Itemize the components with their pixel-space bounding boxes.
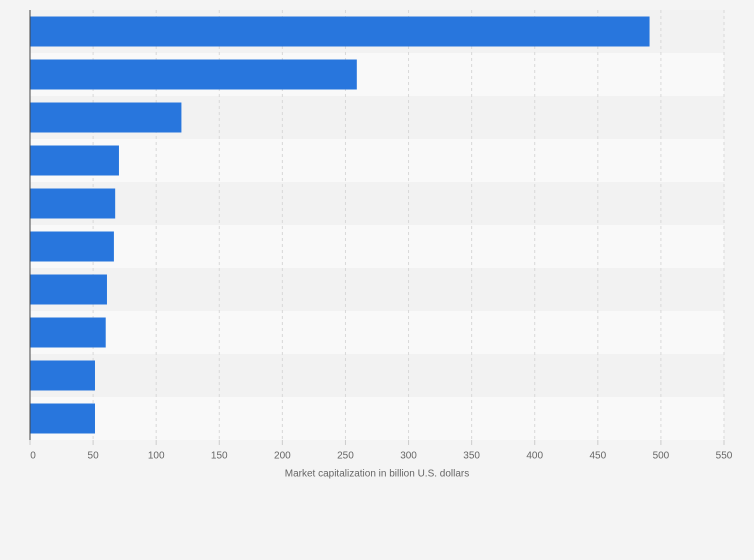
bar bbox=[30, 102, 182, 133]
bar bbox=[30, 274, 107, 305]
x-tick-label: 150 bbox=[211, 451, 228, 462]
plot-band bbox=[30, 139, 724, 182]
bar bbox=[30, 317, 106, 348]
bar bbox=[30, 59, 357, 90]
bar bbox=[30, 16, 650, 47]
bar bbox=[30, 145, 119, 176]
bar bbox=[30, 231, 114, 262]
bar bbox=[30, 188, 116, 219]
x-tick-label: 450 bbox=[589, 451, 606, 462]
plot-band bbox=[30, 182, 724, 225]
plot-band bbox=[30, 311, 724, 354]
x-tick-label: 200 bbox=[274, 451, 291, 462]
x-tick-label: 500 bbox=[653, 451, 670, 462]
x-tick-label: 350 bbox=[463, 451, 480, 462]
x-tick-label: 550 bbox=[716, 451, 733, 462]
x-tick-label: 0 bbox=[30, 451, 36, 462]
plot-band bbox=[30, 268, 724, 311]
plot-band bbox=[30, 397, 724, 440]
x-tick-label: 250 bbox=[337, 451, 354, 462]
bar bbox=[30, 403, 95, 434]
plot-band bbox=[30, 354, 724, 397]
x-tick-label: 300 bbox=[400, 451, 417, 462]
x-axis-title: Market capitalization in billion U.S. do… bbox=[285, 469, 470, 480]
bar bbox=[30, 360, 95, 391]
x-tick-label: 100 bbox=[148, 451, 165, 462]
x-tick-label: 400 bbox=[526, 451, 543, 462]
plot-band bbox=[30, 225, 724, 268]
x-tick-label: 50 bbox=[88, 451, 100, 462]
